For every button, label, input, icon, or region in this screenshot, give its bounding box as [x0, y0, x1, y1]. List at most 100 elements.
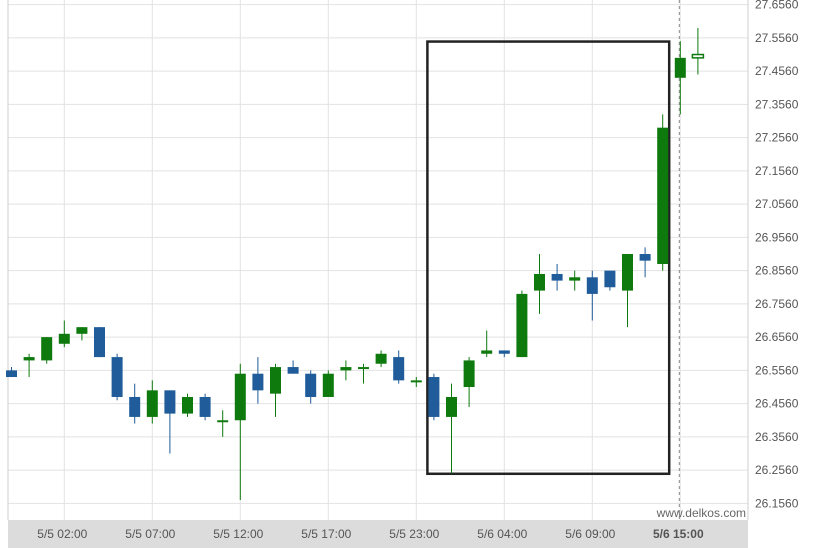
candle	[499, 350, 510, 357]
candle-body	[59, 334, 70, 344]
candle-body	[41, 337, 52, 360]
candle	[640, 247, 651, 277]
candle-body	[76, 327, 87, 334]
y-tick-label: 26.6560	[755, 330, 799, 344]
candle-body	[24, 357, 35, 360]
candles-layer	[6, 28, 703, 500]
x-tick-label: 5/6 09:00	[565, 527, 615, 541]
candle-body	[94, 327, 105, 357]
y-tick-label: 26.1560	[755, 496, 799, 510]
candle	[76, 327, 87, 340]
y-tick-label: 26.3560	[755, 430, 799, 444]
candle-body	[640, 254, 651, 261]
x-tick-label: 5/5 23:00	[389, 527, 439, 541]
x-tick-label: 5/5 02:00	[37, 527, 87, 541]
candle	[481, 330, 492, 357]
candle-body	[164, 390, 175, 413]
candle	[94, 327, 105, 357]
candle	[112, 354, 123, 401]
candle	[305, 370, 316, 403]
candle	[604, 271, 615, 291]
candle	[411, 377, 422, 387]
candle-body	[147, 390, 158, 417]
candle-body	[622, 254, 633, 291]
candle-body	[235, 374, 246, 421]
candle	[323, 370, 334, 397]
candle	[358, 364, 369, 384]
candle	[217, 410, 228, 437]
candle	[288, 360, 299, 373]
y-tick-label: 26.4560	[755, 397, 799, 411]
candle-body	[129, 397, 140, 417]
y-tick-label: 26.9560	[755, 230, 799, 244]
x-tick-label: 5/5 12:00	[213, 527, 263, 541]
candle-body	[6, 370, 17, 377]
candle	[622, 254, 633, 327]
candle-body	[305, 374, 316, 397]
candle-body	[323, 374, 334, 397]
candle	[164, 390, 175, 453]
x-tick-label: 5/5 07:00	[125, 527, 175, 541]
candle	[340, 360, 351, 380]
candle	[587, 271, 598, 321]
candle-body	[675, 58, 686, 78]
x-tick-label: 5/6 04:00	[477, 527, 527, 541]
candle	[552, 264, 563, 291]
y-tick-label: 27.2560	[755, 131, 799, 145]
candle	[464, 357, 475, 407]
candle-body	[604, 271, 615, 288]
candle-body	[657, 128, 668, 264]
candle	[657, 114, 668, 270]
y-tick-label: 27.0560	[755, 197, 799, 211]
candle-body	[428, 377, 439, 417]
candle-body	[182, 397, 193, 414]
candle-body	[358, 367, 369, 369]
candle	[376, 350, 387, 367]
x-axis-band	[8, 520, 748, 548]
candle-body	[217, 420, 228, 422]
candle-body	[340, 367, 351, 370]
candle-body	[534, 274, 545, 291]
candle-body	[692, 55, 703, 58]
candle	[59, 321, 70, 348]
y-tick-label: 26.7560	[755, 297, 799, 311]
candle	[692, 28, 703, 75]
candle	[446, 384, 457, 474]
candle	[393, 350, 404, 383]
candle-body	[200, 397, 211, 417]
candle-body	[411, 380, 422, 382]
y-tick-label: 26.8560	[755, 264, 799, 278]
x-tick-label: 5/5 17:00	[301, 527, 351, 541]
candle-body	[516, 294, 527, 357]
y-tick-label: 27.4560	[755, 64, 799, 78]
candle-body	[112, 357, 123, 397]
candle-body	[499, 350, 510, 353]
y-tick-label: 27.1560	[755, 164, 799, 178]
x-tick-label: 5/6 15:00	[653, 527, 704, 541]
candle	[24, 354, 35, 377]
candle	[182, 394, 193, 417]
candle-body	[552, 274, 563, 281]
candle-body	[446, 397, 457, 417]
candle-body	[569, 277, 580, 280]
candle	[252, 357, 263, 404]
candle	[270, 364, 281, 417]
candle	[534, 254, 545, 314]
candle-body	[481, 350, 492, 353]
candle	[147, 380, 158, 423]
y-tick-label: 26.5560	[755, 363, 799, 377]
candle	[235, 364, 246, 500]
candle-body	[393, 357, 404, 380]
candle	[569, 271, 580, 291]
y-tick-label: 27.3560	[755, 97, 799, 111]
candle	[41, 337, 52, 364]
candle	[200, 394, 211, 421]
candle	[428, 374, 439, 421]
candle-body	[376, 354, 387, 364]
candle	[675, 41, 686, 114]
candle-body	[464, 360, 475, 387]
y-tick-label: 27.5560	[755, 31, 799, 45]
grid-layer	[8, 0, 748, 548]
candle	[129, 384, 140, 424]
